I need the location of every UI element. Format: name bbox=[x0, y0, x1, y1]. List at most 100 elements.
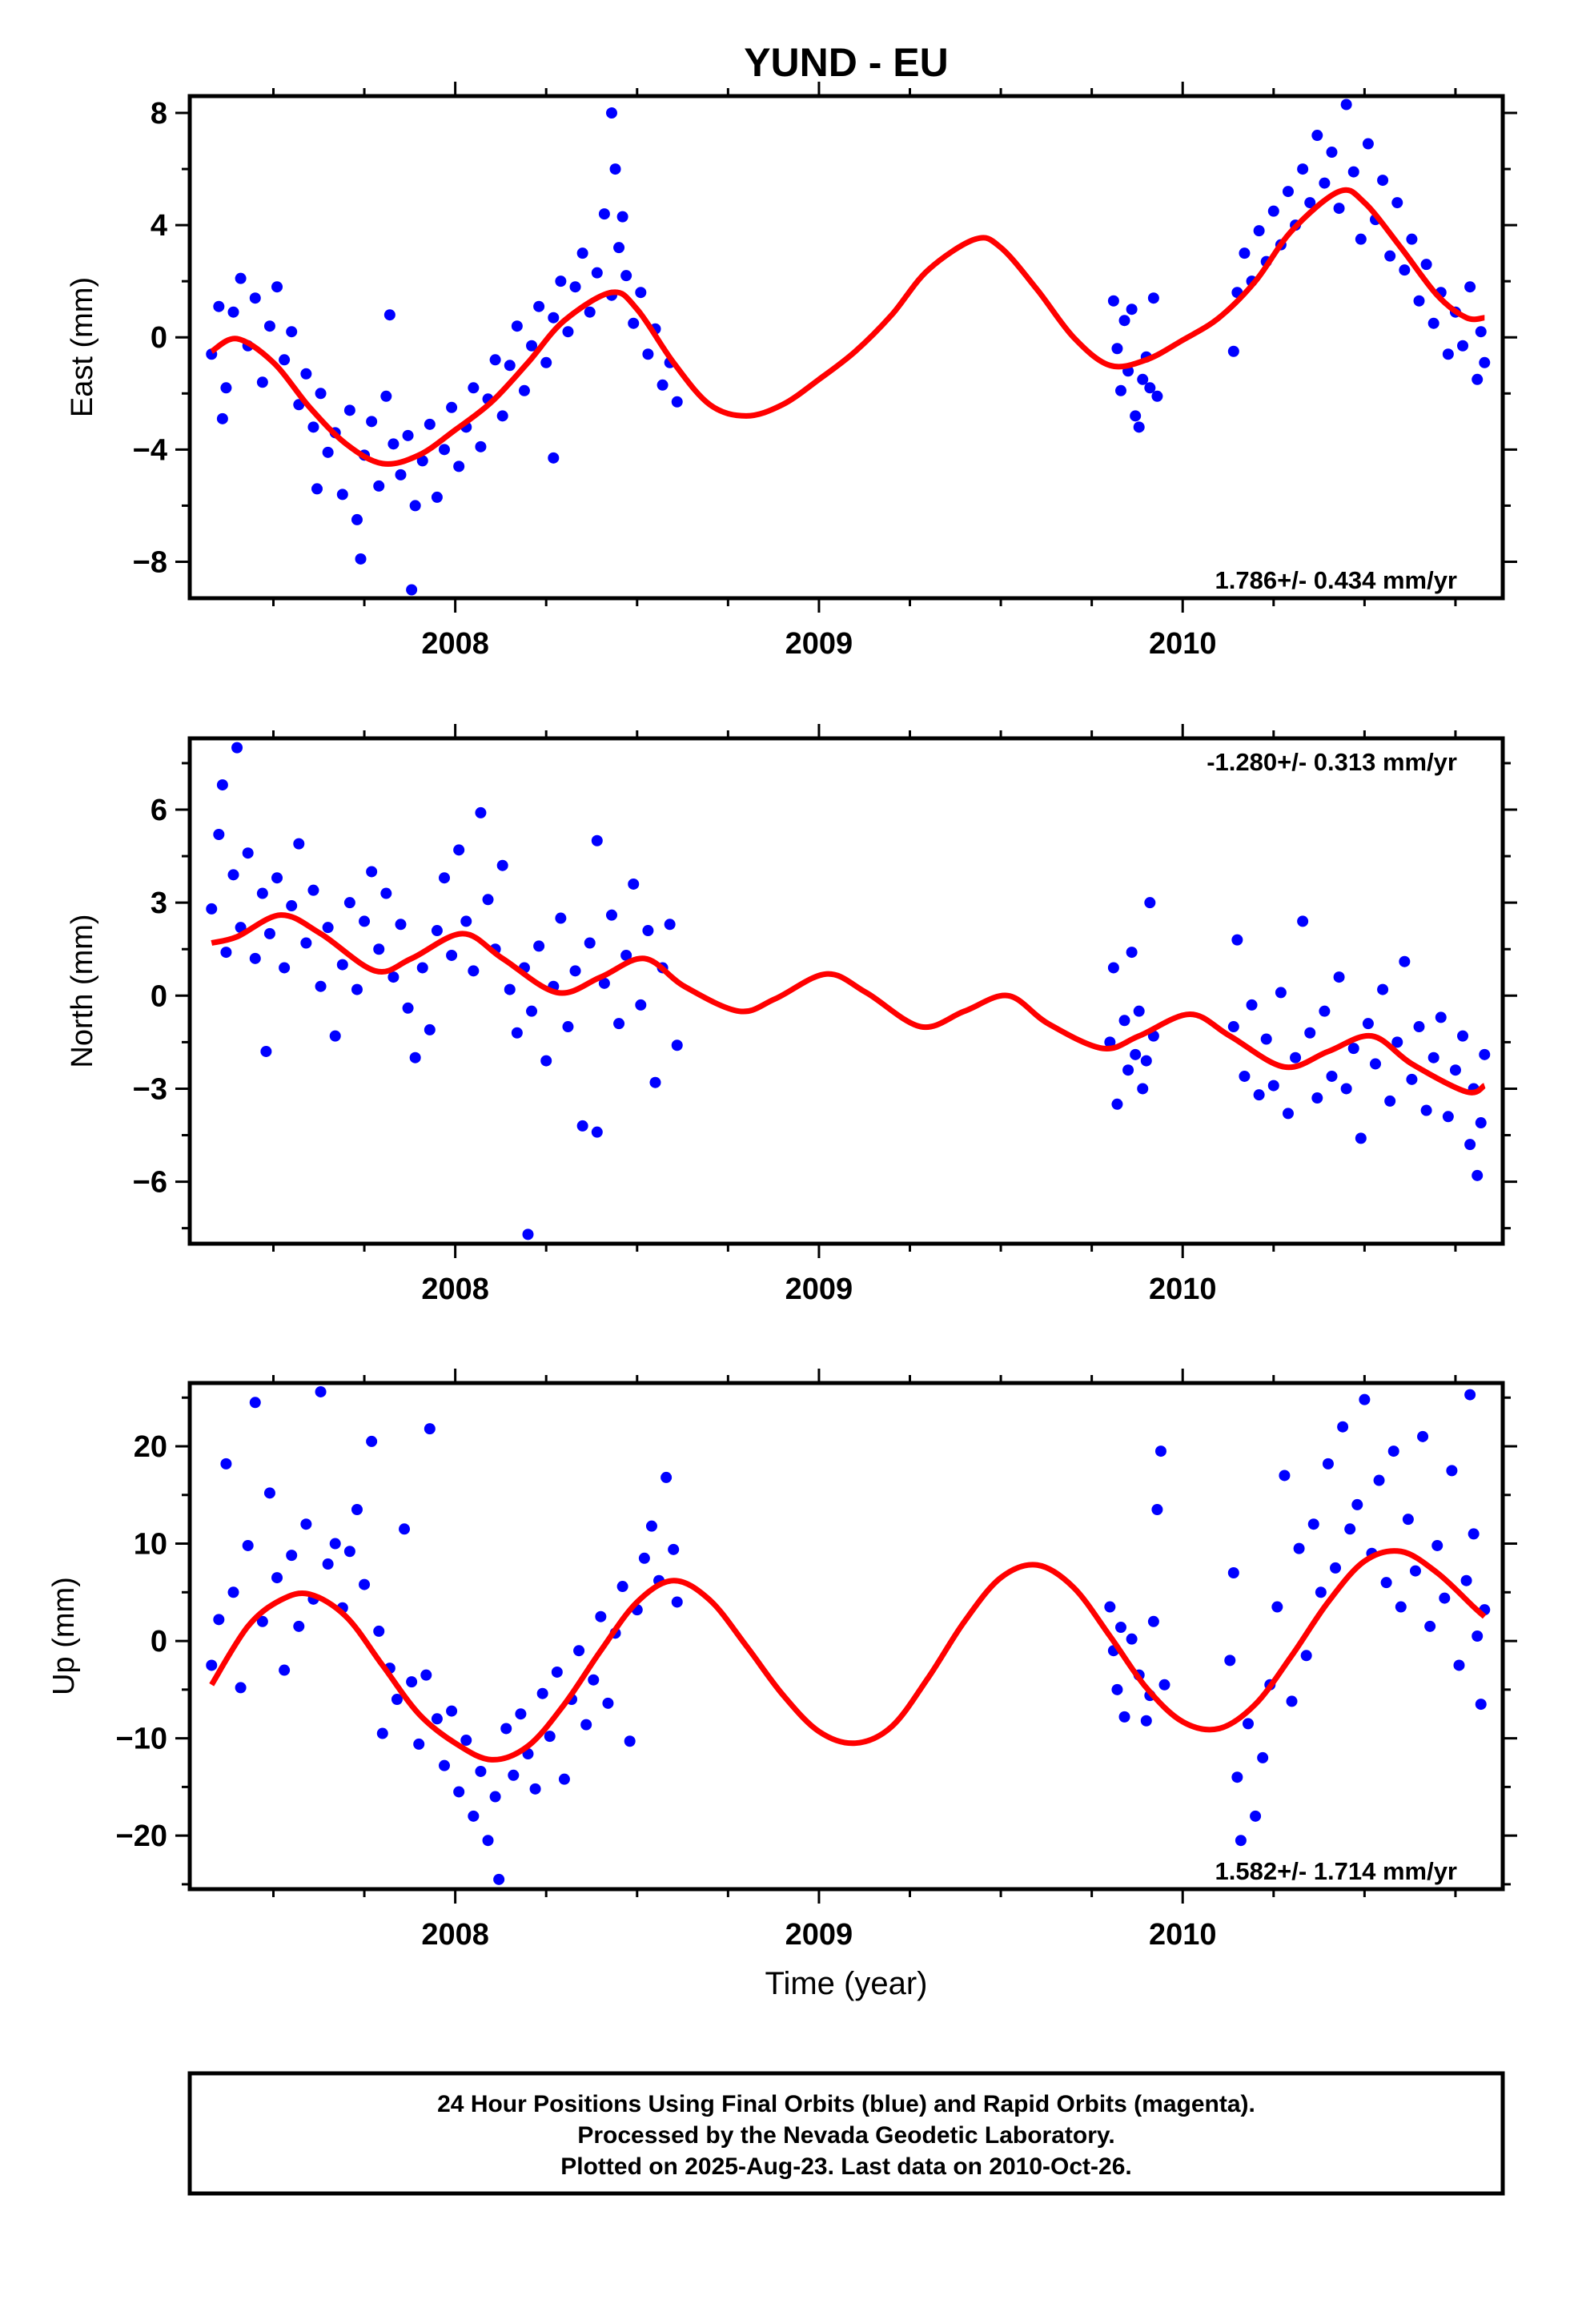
north-data-point bbox=[569, 965, 581, 977]
up-data-point bbox=[1453, 1659, 1465, 1671]
east-data-point bbox=[336, 489, 348, 501]
east-data-point bbox=[383, 309, 396, 321]
north-data-point bbox=[1457, 1030, 1469, 1042]
east-data-point bbox=[1420, 259, 1432, 271]
north-data-point bbox=[373, 943, 385, 955]
up-data-point bbox=[1147, 1615, 1159, 1627]
east-x-tick-label: 2009 bbox=[785, 627, 853, 661]
north-data-point bbox=[1420, 1104, 1432, 1116]
up-fit-line bbox=[209, 1548, 1487, 1763]
up-data-point bbox=[1330, 1562, 1342, 1574]
east-data-point bbox=[263, 320, 275, 332]
north-data-point bbox=[671, 1039, 683, 1051]
east-data-point bbox=[380, 390, 392, 402]
up-data-point bbox=[1373, 1474, 1385, 1486]
north-data-point bbox=[307, 884, 319, 896]
up-y-tick-label: 20 bbox=[134, 1430, 167, 1464]
up-data-point bbox=[406, 1676, 418, 1688]
up-data-point bbox=[1337, 1421, 1349, 1433]
up-data-point bbox=[227, 1586, 239, 1598]
east-data-point bbox=[591, 267, 603, 279]
east-y-tick-label: −4 bbox=[133, 433, 167, 467]
up-data-point bbox=[645, 1520, 657, 1532]
up-data-point bbox=[1417, 1430, 1429, 1442]
north-data-point bbox=[482, 894, 494, 906]
north-data-point bbox=[576, 1120, 588, 1132]
east-y-tick-label: 4 bbox=[151, 209, 167, 243]
up-data-point bbox=[1293, 1542, 1305, 1554]
east-data-point bbox=[235, 272, 247, 284]
east-data-point bbox=[395, 468, 407, 480]
up-data-point bbox=[1300, 1650, 1312, 1662]
up-velocity-label: 1.582+/- 1.714 mm/yr bbox=[1215, 1857, 1457, 1885]
up-data-point bbox=[580, 1719, 592, 1731]
east-data-point bbox=[402, 429, 414, 441]
up-data-point bbox=[544, 1731, 556, 1743]
north-data-point bbox=[1137, 1083, 1149, 1095]
up-data-point bbox=[242, 1539, 254, 1551]
up-data-point bbox=[322, 1558, 334, 1570]
east-data-point bbox=[216, 412, 228, 424]
east-data-point bbox=[220, 382, 232, 394]
up-data-point bbox=[1271, 1601, 1283, 1613]
east-data-point bbox=[1253, 225, 1265, 237]
east-data-point bbox=[1333, 203, 1345, 215]
up-panel: −20 −10 0 10 20 2008 2009 2010 Up (mm) 1.582+/- 1… bbox=[47, 1369, 1517, 1952]
north-y-axis-label: North (mm) bbox=[66, 914, 99, 1068]
up-data-point bbox=[508, 1769, 520, 1781]
north-fit-line bbox=[211, 912, 1487, 1096]
north-data-point bbox=[1297, 915, 1309, 927]
east-data-point bbox=[387, 438, 400, 450]
x-axis-label: Time (year) bbox=[765, 1966, 928, 2001]
north-data-point bbox=[605, 909, 617, 921]
north-y-tick-label: 3 bbox=[151, 887, 167, 920]
up-data-point bbox=[1231, 1771, 1243, 1783]
up-data-point bbox=[1439, 1592, 1451, 1604]
up-data-point bbox=[1387, 1445, 1399, 1458]
east-data-point bbox=[256, 376, 268, 388]
north-data-point bbox=[206, 903, 218, 915]
north-data-point bbox=[242, 847, 254, 859]
north-data-point bbox=[649, 1076, 661, 1088]
up-y-axis-label: Up (mm) bbox=[47, 1577, 81, 1695]
east-data-point bbox=[1472, 373, 1484, 385]
up-data-point bbox=[293, 1620, 305, 1632]
up-data-point bbox=[1460, 1574, 1472, 1586]
north-data-point bbox=[315, 980, 327, 992]
east-data-point bbox=[555, 275, 567, 287]
north-data-point bbox=[1406, 1073, 1418, 1085]
north-data-point bbox=[439, 872, 451, 884]
east-data-point bbox=[343, 404, 355, 416]
east-data-point bbox=[548, 312, 560, 324]
east-data-point bbox=[1319, 177, 1331, 189]
north-data-point bbox=[1133, 1005, 1145, 1017]
north-data-point bbox=[1369, 1058, 1381, 1070]
east-data-point bbox=[1406, 233, 1418, 245]
north-data-point bbox=[1311, 1092, 1323, 1104]
north-data-point bbox=[1362, 1018, 1374, 1030]
north-data-point bbox=[1118, 1015, 1130, 1027]
east-data-point bbox=[613, 242, 625, 254]
east-y-tick-label: −8 bbox=[133, 545, 167, 579]
east-data-point bbox=[569, 281, 581, 293]
up-data-point bbox=[1402, 1514, 1414, 1526]
north-data-point bbox=[1260, 1033, 1272, 1045]
east-data-layer bbox=[206, 99, 1491, 596]
up-data-point bbox=[1279, 1470, 1291, 1482]
north-data-point bbox=[1340, 1083, 1352, 1095]
east-data-point bbox=[1114, 384, 1126, 396]
east-data-point bbox=[373, 480, 385, 492]
up-data-point bbox=[263, 1487, 275, 1499]
up-data-point bbox=[1395, 1601, 1407, 1613]
north-data-point bbox=[343, 897, 355, 909]
north-data-point bbox=[249, 952, 261, 964]
east-data-point bbox=[1391, 197, 1403, 209]
north-y-tick-label: 6 bbox=[151, 794, 167, 827]
up-plot-frame bbox=[187, 1381, 1505, 1892]
north-data-point bbox=[1399, 955, 1411, 967]
east-data-point bbox=[1399, 264, 1411, 276]
east-data-point bbox=[424, 418, 436, 430]
up-data-point bbox=[1380, 1577, 1392, 1589]
east-x-tick-label: 2008 bbox=[421, 627, 489, 661]
up-data-point bbox=[249, 1397, 261, 1409]
